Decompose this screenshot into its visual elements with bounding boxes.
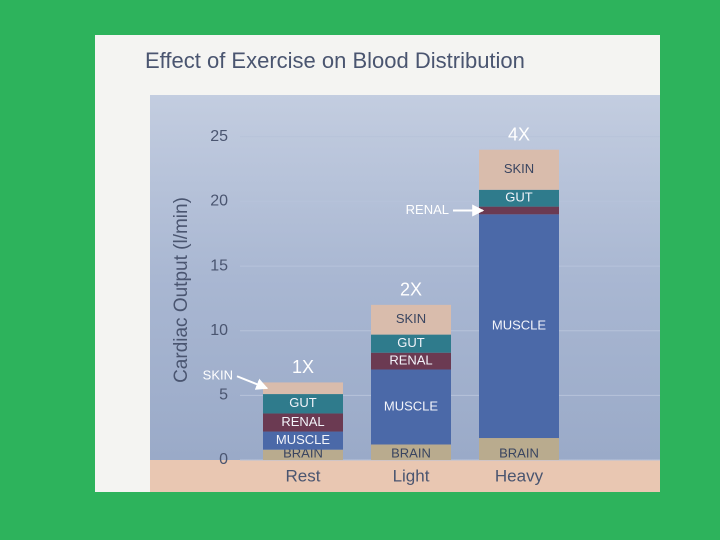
bar-segment: [371, 334, 451, 353]
segment-label: SKIN: [203, 368, 233, 383]
bar-segment: [263, 431, 343, 450]
segment-label: GUT: [289, 395, 317, 410]
category-band: [150, 460, 660, 492]
x-tick-label: Light: [393, 466, 430, 485]
segment-label: RENAL: [389, 353, 432, 368]
y-tick-label: 25: [210, 128, 228, 145]
multiplier-label: 1X: [292, 357, 314, 377]
bar-segment: [479, 214, 559, 439]
bar-segment: [479, 149, 559, 190]
multiplier-label: 2X: [400, 280, 422, 300]
bar-segment: [479, 438, 559, 460]
bar-segment: [263, 449, 343, 460]
bar-segment: [263, 413, 343, 432]
bar-segment: [479, 206, 559, 215]
segment-label: SKIN: [396, 311, 426, 326]
multiplier-label: 4X: [508, 124, 530, 144]
x-tick-label: Heavy: [495, 466, 544, 485]
y-axis-label: Cardiac Output (l/min): [171, 197, 192, 383]
y-tick-label: 15: [210, 257, 228, 274]
label-arrow: [236, 375, 269, 390]
bar-segment: [371, 304, 451, 335]
bar-segment: [479, 189, 559, 207]
segment-label: SKIN: [504, 161, 534, 176]
segment-label: RENAL: [281, 414, 324, 429]
bar-segment: [263, 382, 343, 395]
segment-label: GUT: [397, 335, 425, 350]
y-tick-label: 0: [219, 451, 228, 468]
bar-segment: [371, 369, 451, 445]
segment-label: BRAIN: [499, 445, 539, 460]
segment-label: GUT: [505, 190, 533, 205]
x-tick-label: Rest: [286, 466, 321, 485]
y-tick-label: 20: [210, 193, 228, 210]
bar-segment: [371, 352, 451, 370]
segment-label: MUSCLE: [492, 318, 547, 333]
segment-label: RENAL: [406, 202, 449, 217]
bar-segment: [263, 394, 343, 414]
chart-title: Effect of Exercise on Blood Distribution: [145, 48, 525, 73]
segment-label: MUSCLE: [276, 432, 331, 447]
segment-label: BRAIN: [391, 445, 431, 460]
y-tick-label: 5: [219, 387, 228, 404]
y-tick-label: 10: [210, 322, 228, 339]
bar-segment: [371, 444, 451, 460]
segment-label: MUSCLE: [384, 398, 439, 413]
